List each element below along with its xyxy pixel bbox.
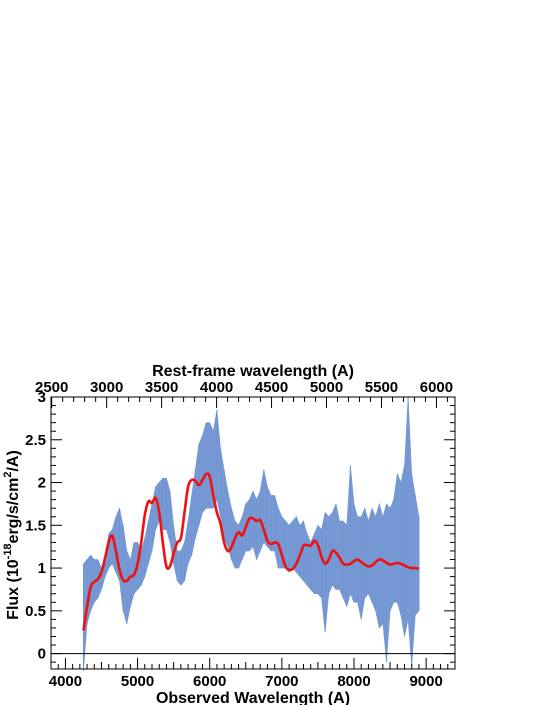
y-tick-label: 1.5 <box>25 517 46 534</box>
y-tick-label: 2 <box>38 475 46 492</box>
top-tick-label: 4000 <box>200 379 233 396</box>
x-tick-label: 9000 <box>409 673 442 690</box>
x-axis-title: Observed Wavelength (A) <box>156 690 350 705</box>
x-tick-label: 7000 <box>265 673 298 690</box>
axis-ticks <box>50 396 456 669</box>
observed-flux-band <box>82 396 420 671</box>
smoothed-flux-curve <box>82 472 420 631</box>
x-tick-label: 6000 <box>193 673 226 690</box>
top-axis-title: Rest-frame wavelength (A) <box>152 363 354 380</box>
y-tick-label: 2.5 <box>25 432 46 449</box>
top-tick-label: 3000 <box>90 379 123 396</box>
y-axis-title-exp1: -18 <box>2 543 14 559</box>
top-tick-label: 6000 <box>420 379 453 396</box>
y-axis-title-exp2: 2 <box>2 472 14 478</box>
y-tick-label: 0 <box>38 646 46 663</box>
y-axis-title-mid: erg/s/cm <box>5 478 22 544</box>
tick-labels: 4000 5000 6000 7000 8000 9000 0 0.5 1 1.5 2 2.5 3250… <box>25 379 453 690</box>
x-tick-label: 8000 <box>337 673 370 690</box>
y-axis-title-pre: Flux (10 <box>5 559 22 620</box>
x-tick-label: 5000 <box>121 673 154 690</box>
top-tick-label: 3500 <box>145 379 178 396</box>
top-tick-label: 2500 <box>35 379 68 396</box>
y-tick-label: 1 <box>38 560 46 577</box>
smoothed-flux-line <box>82 472 420 631</box>
y-tick-label: 3 <box>38 389 46 406</box>
top-tick-label: 5000 <box>310 379 343 396</box>
x-tick-label: 4000 <box>49 673 82 690</box>
y-tick-label: 0.5 <box>25 603 46 620</box>
top-tick-label: 4500 <box>255 379 288 396</box>
y-axis-title: Flux (10-18erg/s/cm2/A) <box>2 450 22 620</box>
top-tick-label: 5500 <box>365 379 398 396</box>
y-axis-title-post: /A) <box>5 450 22 471</box>
